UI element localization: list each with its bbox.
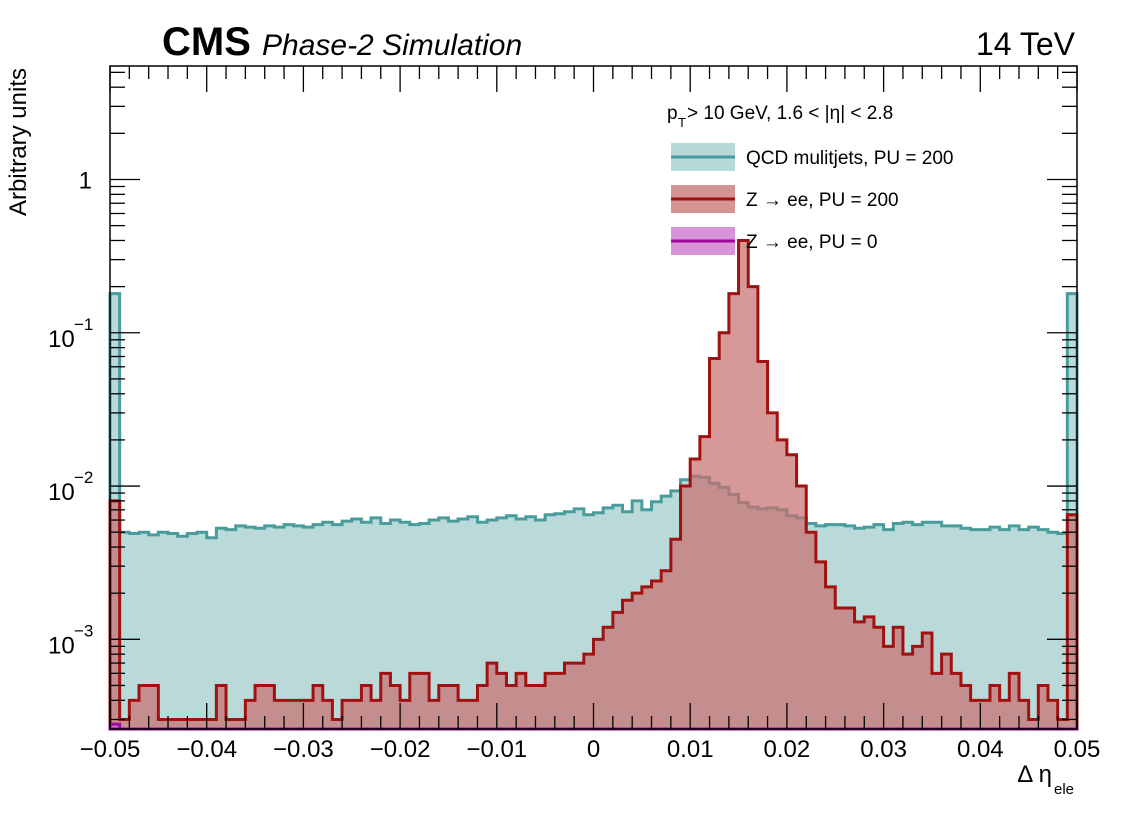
x-tick-label: −0.03 — [273, 736, 334, 763]
y-tick-label: 10 — [48, 632, 75, 659]
x-tick-label: −0.04 — [176, 736, 237, 763]
x-tick-label: 0.02 — [764, 736, 811, 763]
y-tick-label-exponent: −3 — [74, 621, 93, 640]
legend-entry-1: QCD mulitjets, PU = 200 — [671, 143, 954, 171]
cut-label-sub: T — [678, 115, 686, 130]
cut-label: p T > 10 GeV, 1.6 < |η| < 2.8 — [667, 103, 893, 130]
series-2-line — [108, 238, 1079, 731]
x-tick-label: 0.04 — [957, 736, 1004, 763]
legend-label: QCD mulitjets, PU = 200 — [746, 148, 954, 169]
x-tick-label: 0.03 — [860, 736, 907, 763]
x-tick-label: 0.01 — [667, 736, 714, 763]
series-2 — [108, 238, 1079, 731]
series-1-line — [108, 292, 1079, 731]
x-tick-label: 0 — [587, 736, 600, 763]
legend-entry-2: Z → ee, PU = 200 — [671, 185, 899, 213]
y-tick-label-exponent: −1 — [74, 315, 93, 334]
cut-label-pre: p — [667, 103, 678, 124]
energy-label: 14 TeV — [976, 26, 1076, 62]
x-tick-label: −0.02 — [370, 736, 431, 763]
legend: QCD mulitjets, PU = 200 Z → ee, PU = 200 Z… — [671, 143, 954, 255]
x-axis-label: Δ η ele — [1017, 761, 1074, 798]
plot-frame — [109, 65, 1078, 730]
x-tick-label: −0.01 — [466, 736, 527, 763]
y-tick-label: 10 — [48, 326, 75, 353]
y-tick-label: 1 — [79, 167, 92, 194]
phase2-label: Phase-2 Simulation — [262, 29, 522, 62]
y-tick-label: 10 — [48, 479, 75, 506]
legend-label: Z → ee, PU = 200 — [746, 190, 899, 211]
y-axis-label: Arbitrary units — [5, 68, 32, 216]
y-tick-label-exponent: −2 — [74, 468, 93, 487]
x-tick-label: 0.05 — [1054, 736, 1101, 763]
x-axis-label-main: Δ η — [1017, 761, 1052, 788]
histogram-series — [108, 238, 1079, 731]
cms-label: CMS — [162, 20, 251, 64]
legend-label: Z → ee, PU = 0 — [746, 232, 877, 253]
legend-entry-3: Z → ee, PU = 0 — [671, 227, 877, 255]
x-axis-label-sub: ele — [1054, 781, 1074, 798]
axes: −0.05 −0.04 −0.03 −0.02 −0.01 0 0.01 0.02 0.03 0.… — [48, 66, 1100, 763]
cut-label-post: > 10 GeV, 1.6 < |η| < 2.8 — [687, 103, 893, 124]
x-tick-label: −0.05 — [80, 736, 141, 763]
